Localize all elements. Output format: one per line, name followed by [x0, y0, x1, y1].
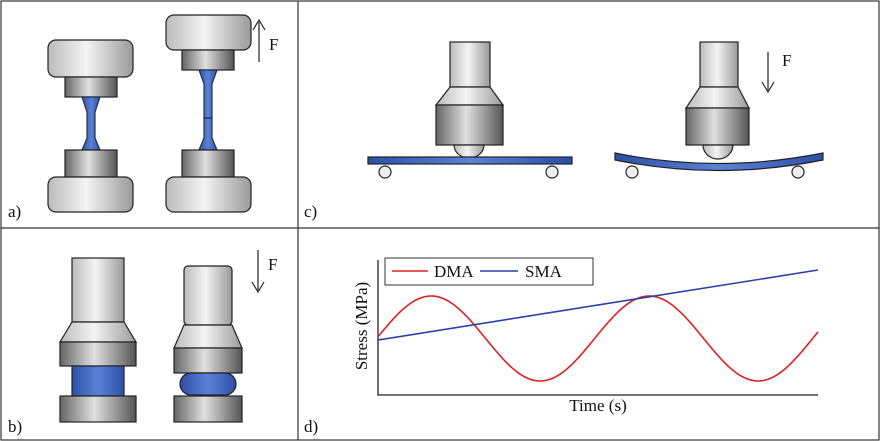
sma-line — [377, 269, 819, 341]
panel-label: a) — [8, 202, 21, 221]
dma-curve — [377, 295, 819, 382]
legend-label: DMA — [434, 262, 474, 281]
panel-label: b) — [8, 417, 22, 436]
stress-plot: DMA SMA Stress (MPa) Time (s) — [352, 257, 819, 415]
force-label: F — [269, 35, 278, 54]
x-axis-label: Time (s) — [569, 396, 626, 415]
y-axis-label: Stress (MPa) — [352, 282, 371, 370]
bending-test — [367, 41, 824, 179]
legend-label: SMA — [525, 262, 563, 281]
panel-label: d) — [304, 417, 318, 436]
compression-test — [58, 250, 265, 423]
force-label: F — [268, 255, 277, 274]
panel-label: c) — [304, 202, 317, 221]
force-label: F — [782, 51, 791, 70]
tensile-test — [47, 14, 266, 213]
